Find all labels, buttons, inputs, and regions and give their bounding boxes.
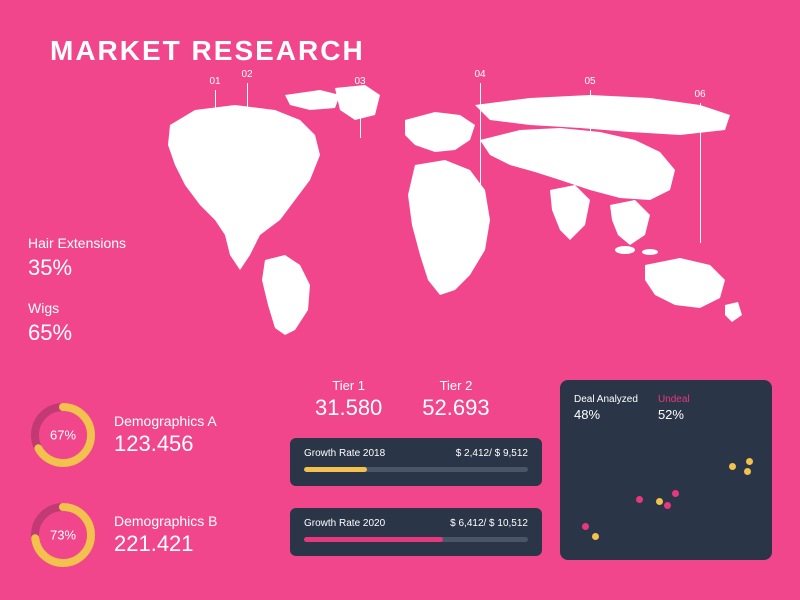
scatter-stat: Undeal 52% — [658, 394, 690, 422]
growth-box: Growth Rate 2020 $ 6,412/ $ 10,512 — [290, 508, 542, 556]
tiers: Tier 1 31.580 Tier 2 52.693 — [315, 378, 490, 421]
tier: Tier 2 52.693 — [422, 378, 489, 421]
map-marker-label: 01 — [209, 76, 220, 87]
donut-percent: 73% — [50, 528, 76, 543]
map-marker-label: 05 — [584, 76, 595, 87]
scatter-panel: Deal Analyzed 48% Undeal 52% — [560, 380, 772, 560]
scatter-stat: Deal Analyzed 48% — [574, 394, 638, 422]
donut-percent: 67% — [50, 428, 76, 443]
donut-item: 73% Demographics B 221.421 — [28, 500, 218, 570]
map-marker-line — [215, 90, 216, 160]
tier: Tier 1 31.580 — [315, 378, 382, 421]
growth-bar-fill — [304, 467, 367, 472]
scatter-dot — [664, 502, 671, 509]
growth-amount: $ 2,412/ $ 9,512 — [456, 448, 528, 459]
scatter-dot — [729, 463, 736, 470]
scatter-stat-label: Deal Analyzed — [574, 394, 638, 405]
demo-value: 221.421 — [114, 531, 218, 557]
growth-bar-track — [304, 467, 528, 472]
scatter-dot — [636, 496, 643, 503]
tier-value: 31.580 — [315, 395, 382, 421]
donut-chart: 73% — [28, 500, 98, 570]
donut-item: 67% Demographics A 123.456 — [28, 400, 217, 470]
scatter-dot — [672, 490, 679, 497]
demo-label: Demographics A — [114, 413, 217, 429]
map-marker-line — [590, 90, 591, 148]
left-stat-value: 35% — [28, 255, 126, 281]
map-marker-line — [700, 103, 701, 243]
scatter-dot — [592, 533, 599, 540]
growth-box: Growth Rate 2018 $ 2,412/ $ 9,512 — [290, 438, 542, 486]
scatter-dot — [656, 498, 663, 505]
map-marker-line — [247, 83, 248, 213]
tier-label: Tier 2 — [422, 378, 489, 393]
left-stat: Wigs 65% — [28, 300, 72, 346]
left-stat-label: Wigs — [28, 300, 72, 316]
map-marker-label: 03 — [354, 76, 365, 87]
demo-label: Demographics B — [114, 513, 218, 529]
tier-value: 52.693 — [422, 395, 489, 421]
map-marker-line — [360, 90, 361, 138]
tier-label: Tier 1 — [315, 378, 382, 393]
map-marker-label: 02 — [241, 69, 252, 80]
donut-chart: 67% — [28, 400, 98, 470]
scatter-dot — [744, 468, 751, 475]
left-stat: Hair Extensions 35% — [28, 235, 126, 281]
scatter-stat-label: Undeal — [658, 394, 690, 405]
scatter-stat-value: 52% — [658, 407, 690, 422]
map-marker-label: 04 — [474, 69, 485, 80]
demo-value: 123.456 — [114, 431, 217, 457]
growth-bar-track — [304, 537, 528, 542]
scatter-stat-value: 48% — [574, 407, 638, 422]
growth-label: Growth Rate 2020 — [304, 518, 385, 529]
map-marker-line — [480, 83, 481, 203]
growth-amount: $ 6,412/ $ 10,512 — [450, 518, 528, 529]
growth-label: Growth Rate 2018 — [304, 448, 385, 459]
map-marker-label: 06 — [694, 89, 705, 100]
world-map — [140, 80, 750, 340]
scatter-dot — [746, 458, 753, 465]
left-stat-label: Hair Extensions — [28, 235, 126, 251]
growth-bar-fill — [304, 537, 443, 542]
left-stat-value: 65% — [28, 320, 72, 346]
page-title: MARKET RESEARCH — [50, 35, 365, 67]
scatter-dot — [582, 523, 589, 530]
